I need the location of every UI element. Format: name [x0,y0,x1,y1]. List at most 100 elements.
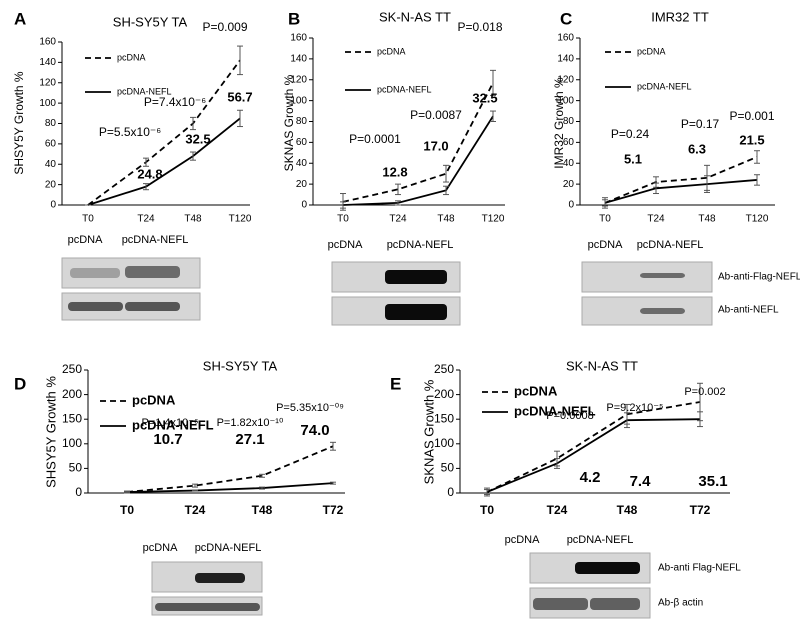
blot-band [533,598,588,610]
x-tick-label: T48 [698,214,716,225]
blot-label: pcDNA-NEFL [122,234,189,246]
error-bar [554,458,560,469]
blot-label: pcDNA-NEFL [567,534,634,546]
growth-value: 24.8 [137,166,162,181]
legend-label: pcDNA [637,46,666,56]
panel-letter: E [390,374,401,393]
blot-band [575,562,640,574]
blot-label: pcDNA [588,239,624,251]
y-tick-label: 160 [290,33,307,44]
panel-letter: C [560,9,572,28]
blot-label: pcDNA-NEFL [637,239,704,251]
x-tick-label: T24 [137,214,155,225]
p-value: P=0.001 [729,109,774,123]
y-tick-label: 0 [447,485,454,499]
error-bar [653,182,659,195]
x-tick-label: T120 [746,214,769,225]
series-line [486,418,701,493]
y-tick-label: 80 [45,118,57,129]
error-bar [259,486,265,490]
legend-label: pcDNA [132,392,176,407]
error-bar [259,473,265,478]
series-line [342,82,494,203]
legend-label: pcDNA [377,46,406,56]
y-axis-label: SKNAS Growth % [282,74,296,171]
growth-value: 21.5 [739,132,764,147]
error-bar [704,175,710,193]
growth-value: 32.5 [472,90,497,105]
y-tick-label: 50 [69,461,83,475]
blot-label: Ab-β actin [658,598,703,609]
p-value: P=0.018 [457,20,502,34]
blot-band [125,302,180,311]
blot-label: pcDNA [143,542,179,554]
y-tick-label: 150 [62,411,82,425]
p-value: P=0.0008 [546,410,593,422]
x-tick-label: T0 [599,214,611,225]
p-value: P=0.009 [202,20,247,34]
growth-value: 35.1 [698,473,727,490]
y-tick-label: 80 [296,116,308,127]
blot-band [385,304,447,320]
y-tick-label: 200 [62,387,82,401]
blot-label: pcDNA [505,534,541,546]
y-tick-label: 140 [557,54,574,65]
p-value: P=1.82x10⁻¹⁰ [217,417,284,429]
growth-value: 27.1 [235,431,264,448]
x-tick-label: T0 [120,503,134,517]
p-value: P=0.17 [681,117,720,131]
y-tick-label: 160 [557,33,574,44]
legend-label: pcDNA-NEFL [117,86,172,96]
x-tick-label: T72 [690,503,711,517]
error-bar [237,109,243,128]
series-line [604,156,758,204]
x-tick-label: T48 [617,503,638,517]
error-bar [143,183,149,191]
error-bar [602,199,608,207]
growth-value: 12.8 [382,164,407,179]
y-tick-label: 60 [296,137,308,148]
series-line [126,445,334,493]
chart-title: SK-N-AS TT [566,358,638,373]
y-tick-label: 20 [563,179,575,190]
x-tick-label: T120 [229,214,252,225]
series-line [126,482,334,493]
error-bar [330,441,336,451]
x-tick-label: T48 [252,503,273,517]
x-tick-label: T0 [480,503,494,517]
y-tick-label: 20 [45,179,57,190]
series-line [87,117,241,206]
panel-letter: B [288,9,300,28]
panel-letter: A [14,9,26,28]
error-bar [340,201,346,209]
blot-label: Ab-anti Flag-NEFL [658,563,741,574]
y-tick-label: 120 [290,74,307,85]
p-value: P=0.0001 [349,132,401,146]
error-bar [490,110,496,122]
y-tick-label: 20 [296,179,308,190]
p-value: P=7.4x10⁻⁶ [144,95,206,109]
y-tick-label: 150 [434,411,454,425]
y-tick-label: 40 [563,158,575,169]
x-tick-label: T0 [82,214,94,225]
y-tick-label: 100 [290,95,307,106]
y-tick-label: 60 [563,137,575,148]
x-tick-label: T0 [337,214,349,225]
error-bar [490,69,496,96]
error-bar [330,481,336,485]
error-bar [237,45,243,76]
legend-label: pcDNA [514,383,558,398]
error-bar [697,411,703,428]
x-tick-label: T24 [185,503,206,517]
x-tick-label: T48 [184,214,202,225]
error-bar [192,483,198,488]
legend-label: pcDNA-NEFL [514,403,596,418]
y-tick-label: 100 [39,98,56,109]
growth-value: 74.0 [300,422,329,439]
series-line [87,59,241,206]
error-bar [192,489,198,492]
series-line [604,179,758,204]
chart-title: SH-SY5Y TA [113,14,188,29]
y-tick-label: 250 [62,362,82,376]
